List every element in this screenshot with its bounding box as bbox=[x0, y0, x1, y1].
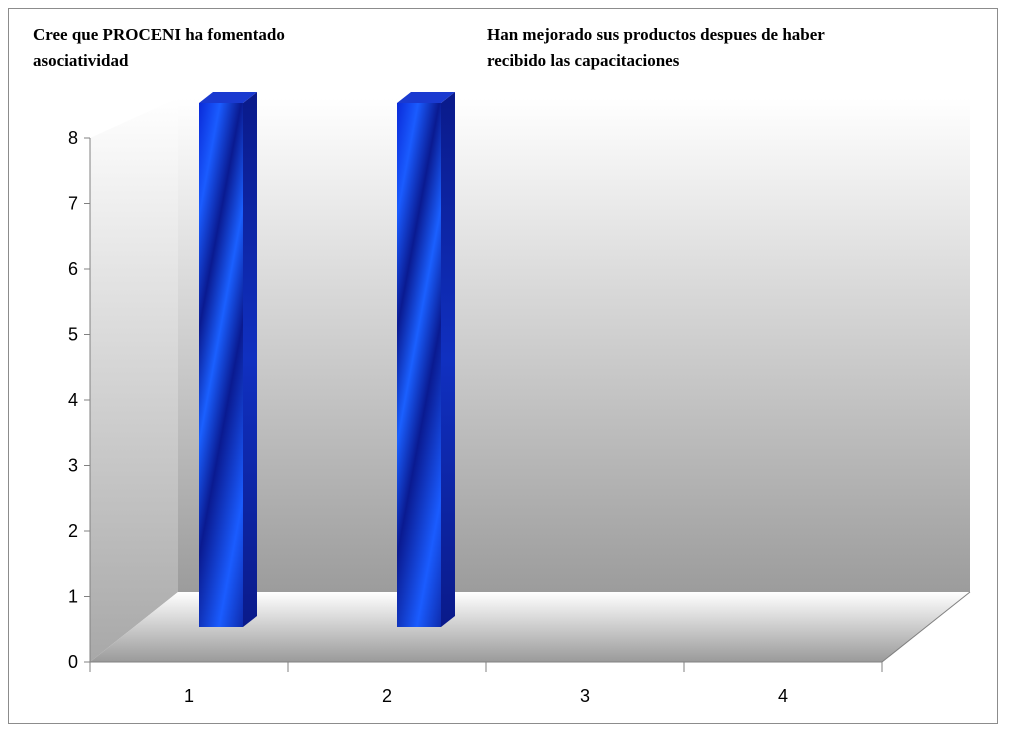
x-tick-label: 1 bbox=[184, 686, 194, 706]
y-tick-label: 2 bbox=[68, 521, 78, 541]
x-tick-label: 3 bbox=[580, 686, 590, 706]
bar-front bbox=[199, 103, 243, 627]
y-tick-label: 4 bbox=[68, 390, 78, 410]
y-tick-label: 7 bbox=[68, 194, 78, 214]
x-tick-label: 2 bbox=[382, 686, 392, 706]
bar-side bbox=[243, 92, 257, 627]
bar bbox=[199, 92, 257, 627]
bars bbox=[199, 92, 455, 627]
y-tick-label: 3 bbox=[68, 456, 78, 476]
back-wall bbox=[178, 98, 970, 592]
x-axis-ticks: 1 2 3 4 bbox=[89, 662, 883, 706]
floor-edge bbox=[881, 591, 971, 663]
floor bbox=[90, 592, 970, 662]
y-tick-label: 8 bbox=[68, 128, 78, 148]
x-tick-label: 4 bbox=[778, 686, 788, 706]
y-tick-label: 0 bbox=[68, 652, 78, 672]
bar-side bbox=[441, 92, 455, 627]
y-tick-label: 6 bbox=[68, 259, 78, 279]
bar bbox=[397, 92, 455, 627]
y-tick-label: 1 bbox=[68, 587, 78, 607]
chart-title-right: Han mejorado sus productos despues de ha… bbox=[487, 25, 825, 70]
y-axis-ticks: 0 1 2 3 4 5 6 7 8 bbox=[68, 128, 90, 672]
y-tick-label: 5 bbox=[68, 325, 78, 345]
bar-top bbox=[397, 92, 455, 103]
chart-title-left: Cree que PROCENI ha fomentado asociativi… bbox=[33, 25, 285, 70]
side-wall bbox=[90, 98, 178, 662]
bar-top bbox=[199, 92, 257, 103]
bar-front bbox=[397, 103, 441, 627]
